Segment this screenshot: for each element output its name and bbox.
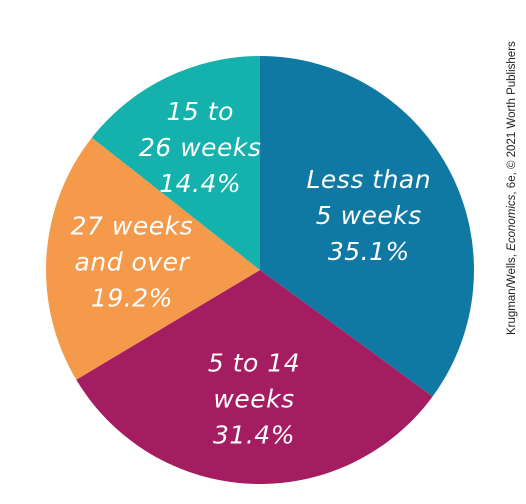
credit-suffix: , 6e, © 2021 Worth Publishers xyxy=(506,41,518,195)
slice-label-line: 5 weeks xyxy=(316,201,422,230)
slice-label: 27 weeks and over 19.2% xyxy=(71,212,193,313)
pie-slice xyxy=(260,56,474,397)
slice-label-line: 19.2% xyxy=(91,284,173,313)
publisher-credit: Krugman/Wells, Economics, 6e, © 2021 Wor… xyxy=(506,41,518,335)
slice-label: 15 to 26 weeks 14.4% xyxy=(139,97,261,198)
slice-label-line: and over xyxy=(75,248,191,277)
pie-slice xyxy=(76,270,433,484)
slice-label-line: 26 weeks xyxy=(139,133,261,162)
pie-slices xyxy=(46,56,474,484)
slice-label-line: 15 to xyxy=(167,97,234,126)
credit-book-title: Economics xyxy=(506,194,518,250)
slice-label-line: 14.4% xyxy=(159,169,241,198)
slice-label-line: 27 weeks xyxy=(71,212,193,241)
slice-label-line: Less than xyxy=(306,165,431,194)
slice-label-line: 31.4% xyxy=(213,420,295,449)
slice-label: Less than 5 weeks 35.1% xyxy=(306,165,431,266)
slice-label: 5 to 14 weeks 31.4% xyxy=(208,348,300,449)
slice-label-line: 5 to 14 xyxy=(208,348,300,377)
pie-slice xyxy=(46,137,260,380)
pie-labels: Less than 5 weeks 35.1% 5 to 14 weeks 31.4% 27… xyxy=(71,97,431,449)
credit-prefix: Krugman/Wells, xyxy=(506,251,518,335)
slice-label-line: 35.1% xyxy=(328,237,410,266)
slice-label-line: weeks xyxy=(213,384,294,413)
pie-slice xyxy=(91,56,260,270)
